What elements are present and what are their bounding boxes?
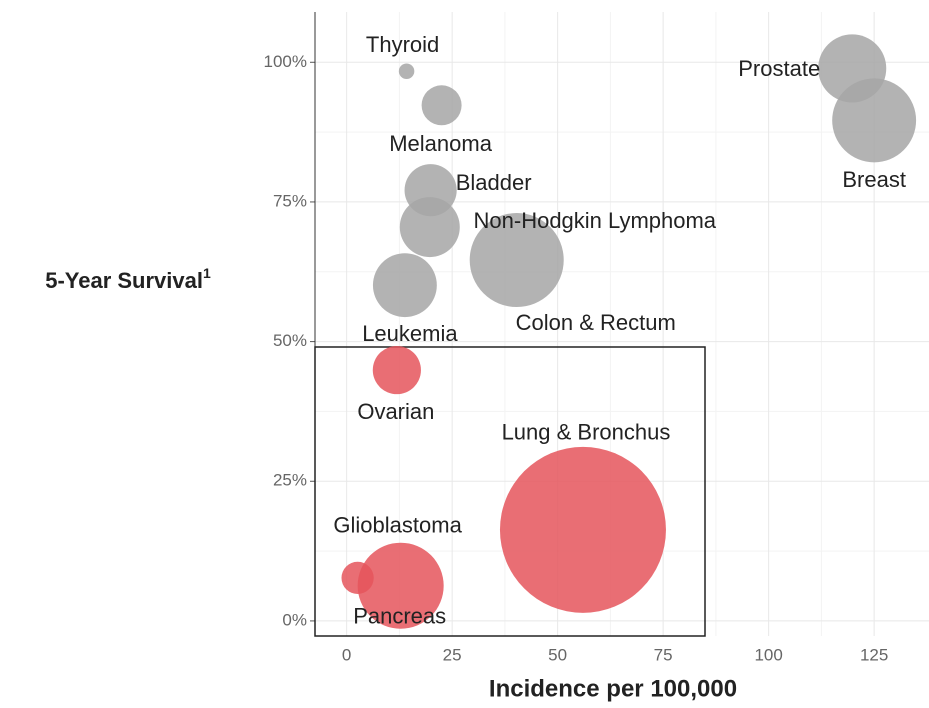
y-tick-label: 0% (282, 610, 307, 629)
bubble (832, 78, 917, 163)
x-tick-label: 100 (754, 645, 782, 664)
bubble (372, 253, 437, 318)
bubble (499, 446, 666, 613)
y-axis-label-text: 5-Year Survival (45, 268, 203, 293)
bubble-label: Thyroid (366, 32, 439, 57)
x-tick-label: 0 (342, 645, 351, 664)
bubble (469, 213, 564, 308)
bubble-label: Prostate (738, 56, 820, 81)
bubble-label: Bladder (456, 170, 532, 195)
x-tick-label: 75 (654, 645, 673, 664)
bubble-label: Melanoma (389, 131, 492, 156)
bubble (398, 63, 415, 79)
bubble-label: Lung & Bronchus (502, 420, 671, 445)
bubble-label: Non-Hodgkin Lymphoma (474, 208, 717, 233)
bubble-label: Glioblastoma (333, 513, 462, 538)
bubble-label: Colon & Rectum (516, 310, 676, 335)
y-tick-label: 100% (264, 52, 307, 71)
x-axis-label: Incidence per 100,000 (489, 675, 737, 702)
x-tick-label: 50 (548, 645, 567, 664)
bubble-label: Pancreas (353, 604, 446, 629)
bubble-label: Breast (842, 167, 906, 192)
bubble (372, 346, 421, 395)
bubble-label: Leukemia (362, 321, 458, 346)
y-tick-label: 75% (273, 191, 307, 210)
highlight-box (314, 346, 706, 637)
bubble (421, 85, 462, 126)
x-tick-label: 125 (860, 645, 888, 664)
y-tick-label: 50% (273, 331, 307, 350)
bubble (357, 542, 444, 629)
bubble (399, 197, 460, 258)
y-axis-label-sup: 1 (203, 265, 211, 281)
y-axis-label: 5-Year Survival1 (45, 265, 211, 293)
x-tick-label: 25 (443, 645, 462, 664)
bubble-label: Ovarian (357, 399, 434, 424)
y-tick-label: 25% (273, 471, 307, 490)
